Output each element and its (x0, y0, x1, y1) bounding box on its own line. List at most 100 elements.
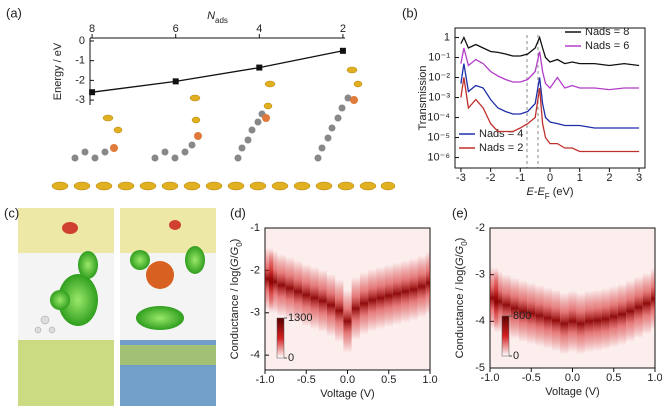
y-tick-label: 10⁻⁶ (427, 151, 450, 163)
density-band (417, 255, 426, 318)
density-band (617, 283, 627, 346)
y-tick-label: -3 (250, 307, 260, 319)
x-tick-label: 2 (606, 172, 612, 184)
x-tick-label: 0.0 (565, 372, 580, 384)
y-tick-label: 10⁻¹ (428, 51, 450, 63)
molecule-illustration (51, 66, 396, 191)
colorbar (501, 315, 510, 357)
density-band (368, 268, 377, 332)
y-tick-label: 10⁻⁴ (427, 111, 450, 123)
colorbar-label: 1300 (288, 312, 312, 324)
x-tick-label: -0.5 (522, 372, 541, 384)
label-part: ) (229, 239, 241, 243)
panel-label: (a) (6, 5, 22, 20)
label-part: G (229, 246, 241, 255)
y-tick-label: -2 (250, 264, 260, 276)
x-tick-label: -1.0 (256, 374, 275, 386)
colorbar-label: 0 (513, 350, 519, 362)
density-band (384, 264, 393, 328)
density-band (502, 274, 511, 336)
density-band (409, 258, 418, 321)
x-tick-label: 0.5 (606, 372, 621, 384)
label-part: Conductance / log( (229, 267, 241, 360)
y-tick-label: -1 (75, 55, 85, 67)
legend-label: Nads = 6 (585, 40, 629, 52)
orbital-illustration (18, 208, 216, 406)
density-band (584, 290, 594, 353)
y-tick-label: -3 (475, 269, 485, 281)
label-part: Conductance / log( (454, 266, 466, 359)
density-band (494, 270, 503, 333)
x-tick-label: -0.5 (297, 374, 316, 386)
density-band (527, 282, 536, 345)
x-tick-label: 1 (577, 172, 583, 184)
density-band (576, 292, 585, 355)
density-band (277, 253, 286, 317)
data-line (460, 63, 640, 129)
y-tick-label: -2 (475, 222, 485, 234)
x-tick-label: 0.5 (381, 374, 396, 386)
y-axis-label: Transmission (417, 66, 429, 131)
y-tick-label: -5 (475, 362, 485, 374)
label-part: F (545, 192, 550, 201)
y-tick-label: -2 (75, 74, 85, 86)
density-band (601, 288, 610, 350)
density-band (518, 280, 528, 342)
label-part: N (207, 10, 215, 22)
y-tick-label: -4 (475, 315, 485, 327)
label-part: / (229, 254, 241, 258)
density-band (359, 272, 369, 335)
x-axis-label: Voltage (V) (545, 386, 599, 398)
label-part: 0 (460, 241, 469, 246)
density-band (392, 262, 402, 325)
x-tick-label: 2 (340, 23, 346, 35)
y-tick-label: -1 (250, 222, 260, 234)
x-tick-label: 4 (256, 23, 262, 35)
label-part: / (454, 253, 466, 257)
panel-label: (b) (402, 5, 418, 20)
y-axis-label: Conductance / log(G/G0) (454, 238, 469, 359)
density-band (326, 273, 336, 337)
density-band (269, 250, 278, 314)
panel-label: (c) (4, 205, 19, 220)
x-tick-label: 1.0 (647, 372, 662, 384)
y-tick-label: -4 (250, 349, 260, 361)
density-band (425, 251, 430, 315)
density-band (535, 284, 544, 347)
x-tick-label: -1 (515, 172, 525, 184)
y-axis-label: Conductance / log(G/G0) (229, 239, 244, 360)
density-band (510, 277, 519, 340)
label-part: G (454, 245, 466, 254)
density-band (551, 289, 561, 352)
y-tick-label: 0 (79, 35, 85, 47)
density-band (634, 276, 643, 339)
density-band (609, 285, 618, 348)
x-tick-label: 6 (173, 23, 179, 35)
x-axis-label: Nads (207, 10, 228, 25)
x-tick-label: 1.0 (422, 374, 437, 386)
density-band (626, 280, 635, 342)
x-tick-label: 3 (636, 172, 642, 184)
x-tick-label: 0.0 (340, 374, 355, 386)
y-tick-label: -3 (75, 94, 85, 106)
x-tick-label: 0 (547, 172, 553, 184)
x-tick-label: -3 (456, 172, 466, 184)
density-band (318, 269, 327, 333)
data-point (339, 47, 346, 54)
x-tick-label: -1.0 (481, 372, 500, 384)
data-point (256, 64, 263, 71)
density-band (543, 287, 552, 349)
x-tick-label: -2 (486, 172, 496, 184)
density-band (642, 272, 651, 335)
density-band (293, 260, 303, 323)
panel-label: (e) (452, 205, 468, 220)
label-part: ads (215, 16, 228, 25)
density-band (343, 290, 352, 353)
data-line (460, 77, 640, 153)
data-line (460, 35, 640, 67)
colorbar (276, 317, 285, 359)
legend-label: Nads = 8 (585, 26, 629, 38)
panel-label: (d) (230, 205, 246, 220)
colorbar-label: 0 (288, 352, 294, 364)
x-axis-label: E-EF (eV) (526, 186, 573, 201)
